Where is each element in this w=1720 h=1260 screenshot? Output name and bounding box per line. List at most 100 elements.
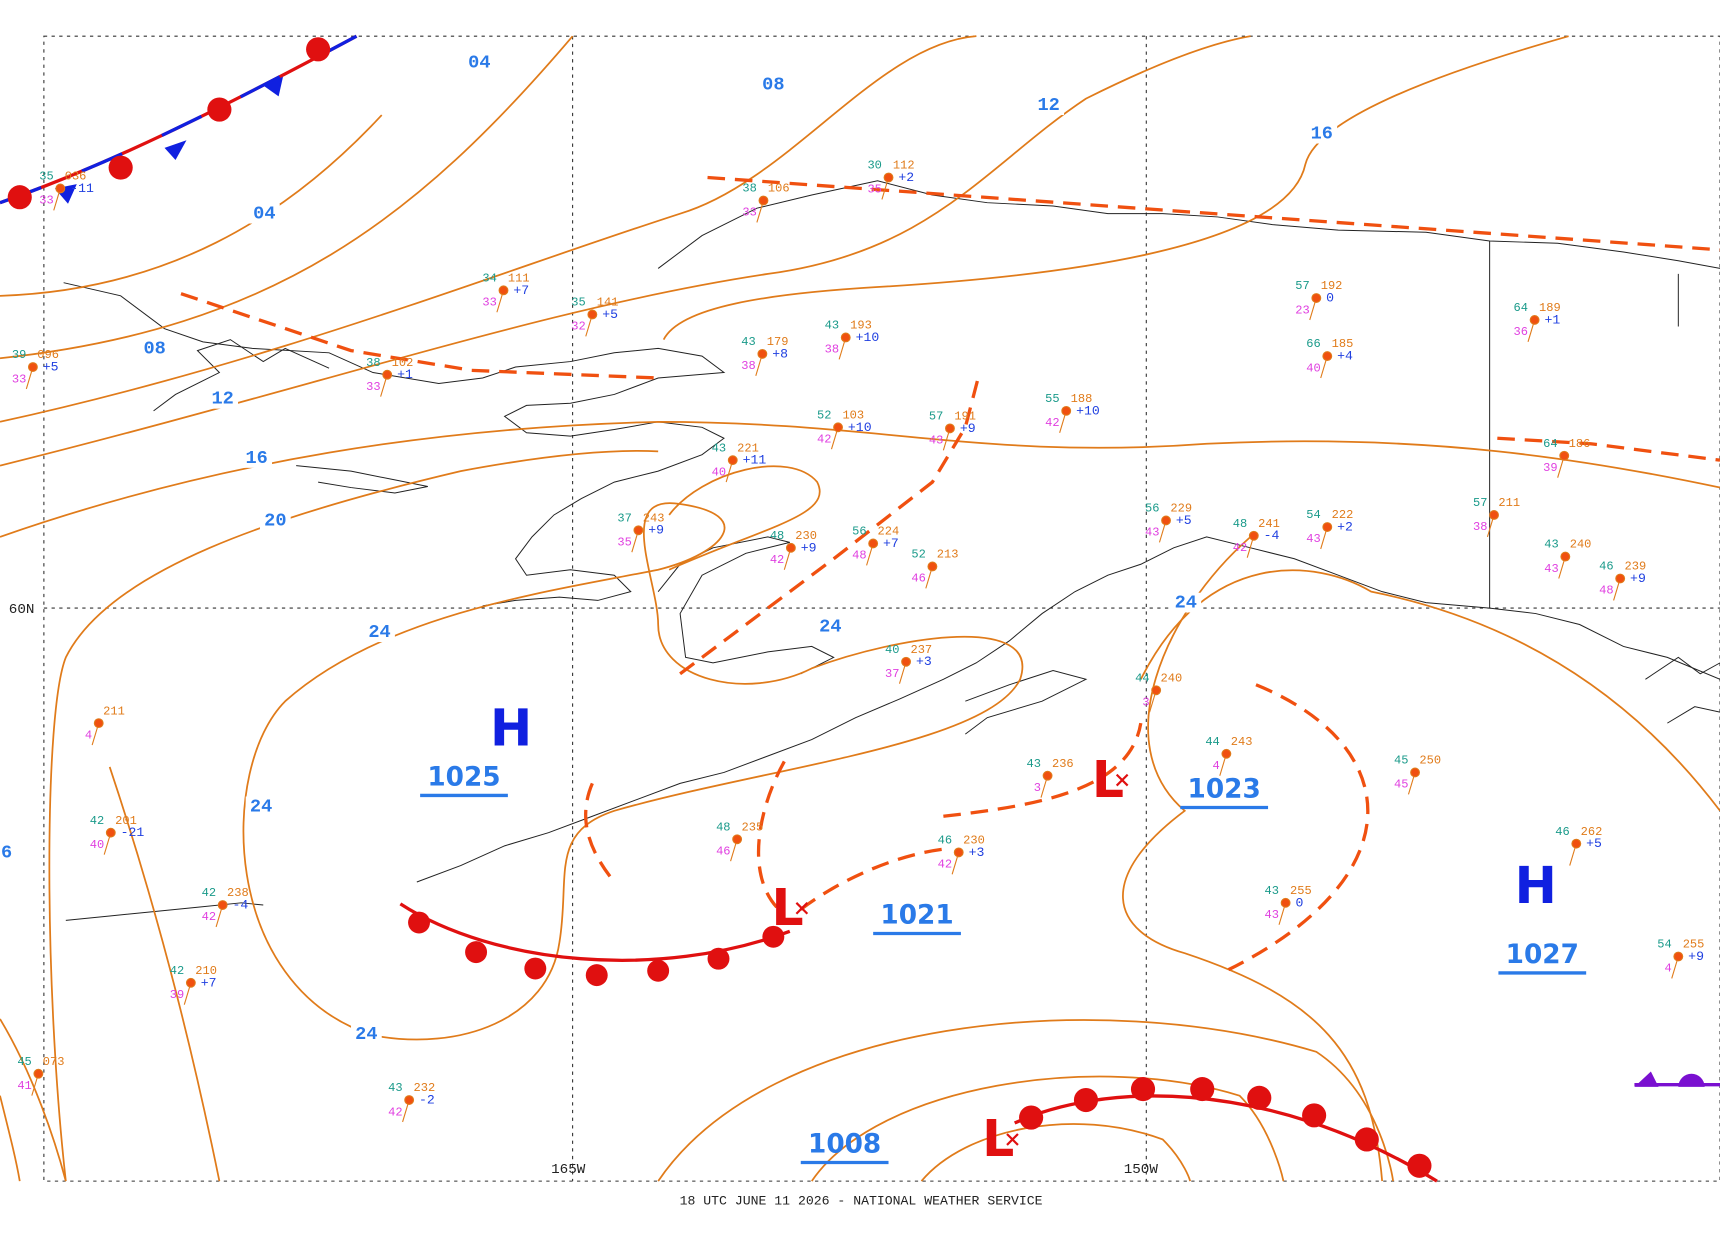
dewpoint: 46 bbox=[911, 572, 925, 586]
pressure-tendency: +4 bbox=[1337, 349, 1353, 364]
station: 57 192 23 0 bbox=[1295, 279, 1343, 321]
low-marker bbox=[795, 902, 809, 915]
pressure-tendency: +1 bbox=[1544, 312, 1560, 327]
isobar bbox=[0, 766, 221, 1182]
pressure: 210 bbox=[195, 964, 217, 978]
isobar-label-bg bbox=[1170, 592, 1202, 613]
dewpoint: 35 bbox=[867, 183, 881, 197]
pressure-tendency: +7 bbox=[513, 283, 529, 298]
dewpoint: 43 bbox=[929, 434, 943, 448]
station-circle bbox=[498, 285, 509, 296]
center-letter: L bbox=[772, 878, 804, 937]
pressure-tendency: +10 bbox=[1076, 403, 1100, 418]
pressure: 073 bbox=[43, 1055, 65, 1069]
station: 46 239 48 +9 bbox=[1599, 560, 1646, 601]
dewpoint: 40 bbox=[1306, 361, 1320, 375]
station: 43 179 38 +8 bbox=[741, 335, 788, 376]
isobar-label-bg bbox=[139, 338, 171, 359]
pressure-tendency: +2 bbox=[1337, 519, 1353, 534]
map-frame bbox=[43, 35, 1720, 1182]
station: 40 237 37 +3 bbox=[885, 643, 932, 684]
temperature: 46 bbox=[1555, 825, 1569, 839]
dewpoint: 42 bbox=[1045, 416, 1059, 430]
dewpoint: 43 bbox=[1306, 532, 1320, 546]
station: 37 243 35 +9 bbox=[617, 511, 665, 553]
temperature: 55 bbox=[1045, 392, 1059, 406]
station-circle bbox=[1042, 770, 1053, 781]
temperature: 46 bbox=[1599, 560, 1613, 574]
temperature: 40 bbox=[885, 643, 899, 657]
isobar bbox=[0, 35, 977, 423]
trough bbox=[1497, 436, 1720, 462]
isobar-label: 12 bbox=[211, 388, 233, 410]
temperature: 39 bbox=[12, 348, 26, 362]
grid-label: 150W bbox=[1124, 1162, 1159, 1178]
dewpoint: 4 bbox=[85, 728, 92, 742]
pressure: 230 bbox=[795, 529, 817, 543]
station-circle bbox=[1673, 951, 1684, 962]
pressure-tendency: +9 bbox=[648, 523, 664, 538]
isobar-label-bg bbox=[1033, 95, 1065, 116]
temperature: 56 bbox=[1145, 502, 1159, 516]
pressure: 192 bbox=[1321, 279, 1343, 293]
pressure-tendency: +7 bbox=[883, 536, 899, 551]
trough bbox=[1227, 683, 1370, 972]
temperature: 43 bbox=[741, 335, 755, 349]
dewpoint: 42 bbox=[1233, 541, 1247, 555]
station-circle bbox=[1221, 748, 1232, 759]
dewpoint: 3 bbox=[1142, 696, 1149, 710]
station-circle bbox=[1311, 293, 1322, 303]
station: 45 073 41 bbox=[17, 1055, 64, 1096]
station-circle bbox=[901, 656, 912, 667]
station: 56 224 48 +7 bbox=[852, 525, 899, 566]
pressure-tendency: +5 bbox=[1586, 836, 1602, 851]
station: 43 236 3 bbox=[1027, 757, 1074, 798]
station: 45 250 45 bbox=[1394, 754, 1441, 795]
trough bbox=[180, 292, 659, 380]
temperature: 57 bbox=[929, 410, 943, 424]
pressure: 211 bbox=[1498, 496, 1520, 510]
trough bbox=[707, 175, 1720, 252]
pressure: 102 bbox=[392, 356, 414, 370]
isobar-label-bg bbox=[207, 388, 239, 409]
pressure-tendency: -2 bbox=[419, 1093, 435, 1108]
temperature: 43 bbox=[1027, 757, 1041, 771]
pressure: 179 bbox=[767, 335, 789, 349]
isobar bbox=[0, 35, 1251, 467]
dewpoint: 48 bbox=[1599, 584, 1613, 598]
dewpoint: 35 bbox=[617, 536, 631, 550]
station: 38 102 33 +1 bbox=[366, 356, 413, 397]
pressure-tendency: +9 bbox=[1688, 949, 1704, 964]
warm-front bbox=[399, 902, 791, 962]
dewpoint: 43 bbox=[1265, 908, 1279, 922]
station: 48 241 42 -4 bbox=[1233, 517, 1280, 558]
dewpoint: 3 bbox=[1034, 781, 1041, 795]
temperature: 37 bbox=[617, 511, 631, 525]
station: 42 210 39 +7 bbox=[170, 964, 217, 1005]
dewpoint: 33 bbox=[482, 296, 496, 310]
pressure: 230 bbox=[963, 834, 985, 848]
station: 57 211 38 bbox=[1473, 496, 1520, 538]
isobar-label: 08 bbox=[143, 337, 165, 359]
station-circle bbox=[1280, 897, 1291, 908]
dewpoint: 45 bbox=[1394, 778, 1408, 792]
isobar bbox=[657, 1019, 1394, 1182]
pressure: 201 bbox=[115, 814, 137, 828]
dewpoint: 32 bbox=[571, 320, 585, 334]
dewpoint: 33 bbox=[12, 372, 26, 386]
pressure: 191 bbox=[954, 410, 976, 424]
dewpoint: 33 bbox=[366, 380, 380, 394]
station-circle bbox=[105, 827, 116, 838]
station-circle bbox=[727, 455, 738, 466]
station: 43 240 43 bbox=[1544, 538, 1591, 579]
pressure-tendency: +11 bbox=[743, 453, 767, 468]
center-letter: H bbox=[490, 698, 532, 757]
pressure: 243 bbox=[1231, 735, 1253, 749]
pressure-tendency: 0 bbox=[1295, 895, 1303, 910]
station-circle bbox=[1571, 838, 1582, 849]
temperature: 66 bbox=[1306, 337, 1320, 351]
center-value: 1023 bbox=[1188, 774, 1261, 804]
temperature: 54 bbox=[1657, 938, 1671, 952]
pressure: 235 bbox=[742, 820, 764, 834]
pressure-tendency: +2 bbox=[898, 170, 914, 185]
